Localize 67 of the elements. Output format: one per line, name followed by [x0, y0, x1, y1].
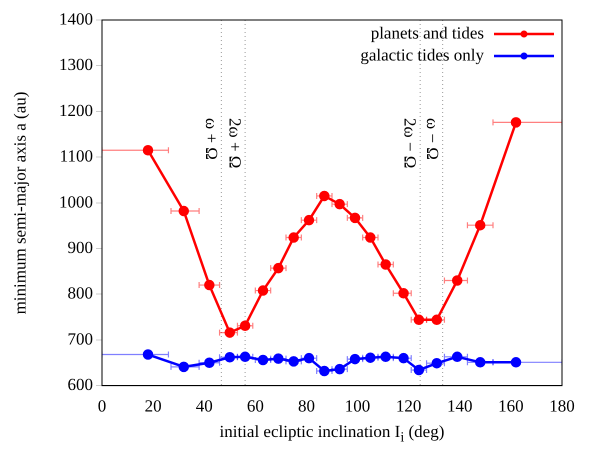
point: [398, 288, 409, 299]
point: [334, 198, 345, 210]
point: [304, 214, 314, 226]
y-tick-label: 600: [68, 375, 93, 394]
point: [224, 352, 236, 363]
x-tick-label: 60: [246, 396, 264, 416]
point: [224, 327, 236, 338]
ref-line-label: ω + Ω: [202, 118, 221, 160]
point: [432, 314, 442, 326]
point: [178, 206, 190, 216]
point: [288, 356, 299, 367]
y-tick-label: 800: [68, 284, 93, 303]
point: [452, 352, 462, 362]
x-tick-label: 120: [396, 396, 422, 416]
legend-label: planets and tides: [370, 23, 484, 42]
point: [334, 364, 345, 374]
point: [414, 314, 424, 326]
point: [510, 117, 522, 128]
point: [142, 349, 154, 360]
point: [350, 212, 360, 224]
x-tick-label: 100: [344, 396, 370, 416]
point: [432, 358, 442, 368]
point: [273, 262, 284, 274]
point: [204, 358, 215, 368]
ref-line-label: 2ω + Ω: [226, 118, 245, 168]
point: [398, 352, 409, 364]
point: [288, 232, 299, 243]
point: [142, 144, 154, 156]
point: [510, 357, 522, 368]
point: [365, 232, 376, 243]
point: [258, 354, 268, 366]
point: [304, 352, 314, 364]
point: [474, 220, 486, 230]
x-tick-label: 140: [447, 396, 473, 416]
point: [273, 353, 284, 364]
y-tick-label: 700: [68, 329, 93, 348]
point: [319, 190, 330, 202]
y-tick-label: 1100: [60, 146, 93, 166]
x-tick-label: 180: [549, 396, 575, 416]
point: [240, 320, 250, 331]
x-tick-label: 20: [144, 396, 162, 416]
x-tick-label: 0: [98, 396, 106, 416]
point: [380, 352, 391, 362]
y-tick-label: 1200: [59, 100, 93, 120]
y-tick-label: 1000: [59, 192, 93, 212]
x-axis-title: initial ecliptic inclination I$_{i}$ (deg): [220, 422, 444, 446]
point: [258, 285, 268, 296]
y-axis-title: minimum semi-major axis a (au): [10, 91, 30, 314]
point: [474, 357, 486, 368]
y-tick-label: 1400: [59, 9, 93, 28]
point: [204, 280, 215, 290]
x-tick-label: 160: [498, 396, 524, 416]
ref-line-label: ω − Ω: [423, 118, 442, 160]
point: [414, 364, 424, 376]
point: [380, 259, 391, 270]
point: [350, 354, 360, 364]
x-tick-label: 80: [298, 396, 315, 416]
y-tick-label: 900: [68, 238, 93, 257]
point: [319, 366, 330, 376]
point: [240, 352, 250, 362]
point: [178, 362, 190, 372]
y-tick-label: 1300: [59, 55, 93, 74]
point: [452, 275, 462, 286]
x-tick-label: 40: [196, 396, 213, 416]
point: [365, 352, 376, 363]
ref-line-label: 2ω − Ω: [400, 118, 420, 168]
legend-label: galactic tides only: [360, 45, 484, 64]
